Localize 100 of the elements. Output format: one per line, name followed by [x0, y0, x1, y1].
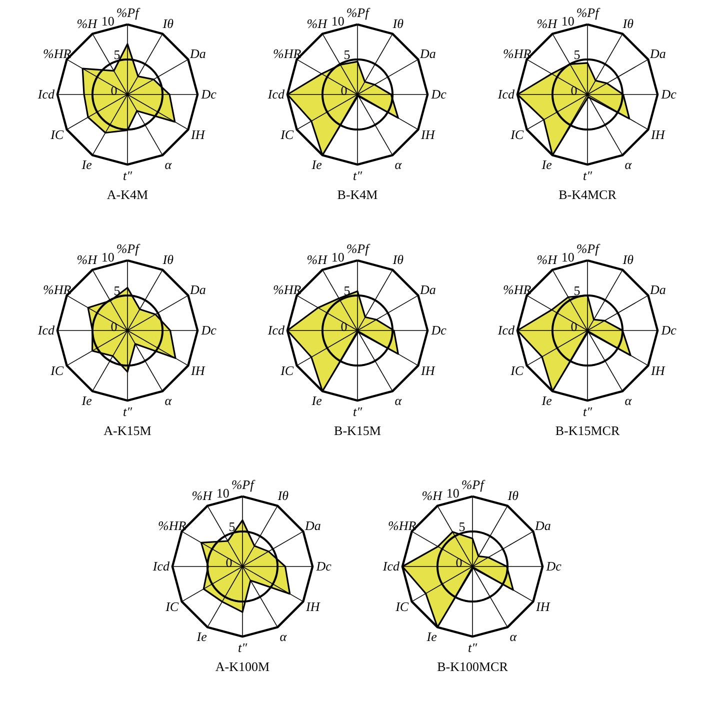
spoke-label: %Pf	[460, 477, 486, 492]
spoke-label: %H	[536, 252, 558, 268]
spoke-label: %H	[76, 16, 98, 32]
spoke-label: Icd	[36, 86, 55, 102]
spoke-label: Ie	[540, 156, 552, 172]
spoke-label: α	[279, 628, 288, 644]
spoke-label: %Pf	[576, 241, 601, 256]
spoke-label: %H	[76, 252, 98, 268]
spoke-label: t″	[122, 404, 132, 419]
spoke-label: Ie	[310, 392, 322, 408]
spoke-label: %HR	[158, 518, 186, 533]
spoke-label: %HR	[388, 518, 416, 533]
spoke-label: Iθ	[621, 16, 634, 32]
spoke-label: %Pf	[230, 477, 256, 492]
y-tick-label: 5	[113, 47, 120, 62]
y-tick-label: 0	[225, 554, 232, 570]
spoke-label: IH	[304, 599, 320, 614]
spoke-label: Ie	[540, 392, 552, 408]
y-tick-label: 0	[455, 554, 462, 570]
text: B-K15MCR	[554, 423, 620, 438]
y-tick-label: 0	[570, 82, 577, 98]
spoke-label: t″	[467, 640, 478, 655]
spoke-label: IH	[650, 127, 665, 142]
spoke-label: IC	[49, 363, 64, 378]
y-tick-label: 5	[573, 283, 580, 298]
spoke-label: %H	[306, 16, 328, 32]
spoke-label: Da	[533, 518, 551, 533]
spoke-label: %H	[421, 488, 442, 504]
text: A-K100M	[214, 659, 270, 674]
y-tick-label: 0	[110, 82, 117, 98]
spoke-label: Da	[648, 282, 666, 297]
y-tick-label: 10	[100, 249, 114, 264]
spoke-label: %Pf	[116, 5, 141, 20]
y-tick-label: 10	[330, 249, 344, 264]
spoke-label: Ie	[310, 156, 322, 172]
spoke-label: IH	[190, 127, 205, 142]
spoke-label: Iθ	[391, 252, 404, 268]
spoke-label: t″	[582, 404, 592, 419]
spoke-label: IC	[509, 363, 524, 378]
y-tick-label: 0	[340, 318, 347, 334]
spoke-label: IC	[49, 127, 64, 142]
spoke-label: α	[624, 392, 632, 408]
spoke-label: IC	[279, 127, 294, 142]
spoke-label: Dc	[430, 322, 446, 338]
spoke-label: %H	[191, 488, 212, 504]
spoke-label: Da	[303, 518, 321, 533]
spoke-label: Icd	[266, 322, 285, 338]
spoke-label: α	[394, 392, 402, 408]
spoke-label: %Pf	[576, 5, 601, 20]
spoke-label: IC	[509, 127, 524, 142]
y-tick-label: 10	[216, 485, 229, 500]
text: B-K15M	[334, 423, 381, 438]
spoke-label: Iθ	[506, 488, 519, 504]
spoke-label: IH	[420, 363, 435, 378]
spoke-label: %H	[306, 252, 328, 268]
spoke-label: Dc	[660, 86, 676, 102]
spoke-label: IH	[190, 363, 205, 378]
spoke-label: IH	[534, 599, 550, 614]
spoke-label: Dc	[200, 86, 216, 102]
spoke-label: Dc	[314, 558, 332, 574]
spoke-label: Ie	[80, 392, 92, 408]
y-tick-label: 10	[330, 13, 344, 28]
text: B-K100MCR	[436, 659, 508, 674]
y-tick-label: 0	[570, 318, 577, 334]
spoke-label: Da	[188, 46, 206, 61]
spoke-label: %H	[536, 16, 558, 32]
spoke-label: t″	[582, 168, 592, 183]
spoke-label: IH	[420, 127, 435, 142]
spoke-label: Icd	[496, 86, 515, 102]
y-tick-label: 10	[100, 13, 114, 28]
spoke-label: Dc	[200, 322, 216, 338]
spoke-label: %HR	[502, 282, 531, 297]
spoke-label: %HR	[272, 282, 301, 297]
y-tick-label: 0	[340, 82, 347, 98]
spoke-label: %HR	[502, 46, 531, 61]
spoke-label: Icd	[496, 322, 515, 338]
spoke-label: α	[164, 392, 172, 408]
spoke-label: t″	[352, 404, 362, 419]
spoke-label: Ie	[425, 628, 437, 644]
spoke-label: Iθ	[161, 16, 174, 32]
spoke-label: IC	[279, 363, 294, 378]
spoke-label: α	[509, 628, 518, 644]
spoke-label: Dc	[544, 558, 562, 574]
spoke-label: Icd	[36, 322, 55, 338]
spoke-label: Dc	[430, 86, 446, 102]
spoke-label: IC	[394, 599, 408, 614]
y-tick-label: 10	[560, 13, 574, 28]
y-tick-label: 10	[446, 485, 459, 500]
spoke-label: Ie	[195, 628, 207, 644]
spoke-label: %Pf	[346, 5, 371, 20]
spoke-label: %HR	[42, 46, 71, 61]
spoke-label: α	[394, 156, 402, 172]
spoke-label: %Pf	[346, 241, 371, 256]
spoke-label: IH	[650, 363, 665, 378]
text: A-K4M	[106, 187, 148, 202]
spoke-label: α	[164, 156, 172, 172]
text: B-K4M	[336, 187, 378, 202]
spoke-label: Iθ	[621, 252, 634, 268]
spoke-label: t″	[352, 168, 362, 183]
spoke-label: %Pf	[116, 241, 141, 256]
